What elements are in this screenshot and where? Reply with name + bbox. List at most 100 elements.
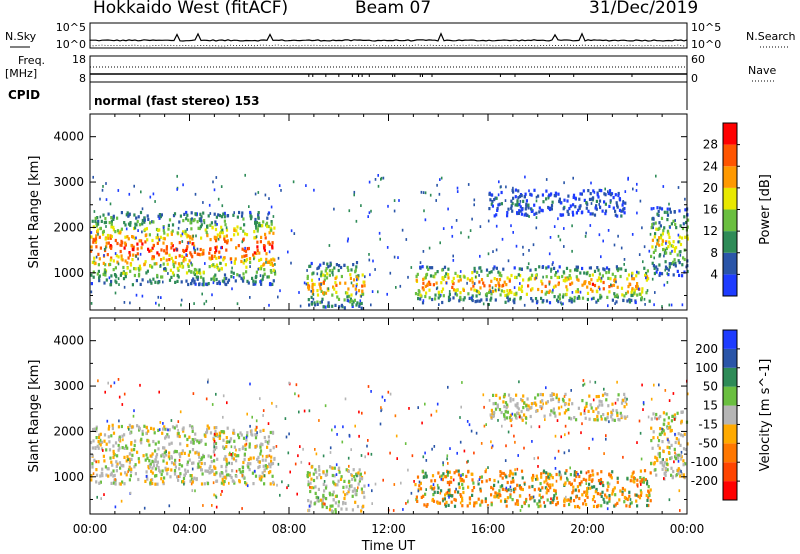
- noise-cell: [254, 469, 256, 473]
- noise-cell: [356, 474, 358, 478]
- data-cell: [555, 271, 558, 275]
- data-cell: [552, 285, 556, 289]
- data-cell: [92, 270, 95, 274]
- data-cell: [471, 271, 474, 275]
- y-tick-label: 1000: [53, 266, 84, 280]
- data-cell: [426, 265, 429, 269]
- noise-cell: [459, 501, 462, 505]
- noise-cell: [372, 259, 374, 263]
- noise-cell: [603, 387, 605, 391]
- data-cell: [650, 417, 653, 421]
- data-cell: [684, 447, 687, 452]
- data-cell: [223, 215, 226, 219]
- data-cell: [582, 502, 585, 506]
- data-cell: [165, 453, 168, 457]
- data-cell: [529, 497, 532, 501]
- data-cell: [497, 281, 500, 285]
- noise-cell: [483, 424, 486, 428]
- noise-cell: [118, 419, 120, 423]
- data-cell: [521, 399, 524, 403]
- noise-cell: [556, 419, 559, 422]
- data-cell: [119, 231, 122, 235]
- noise-cell: [448, 483, 451, 487]
- data-cell: [189, 221, 192, 225]
- data-cell: [331, 466, 334, 470]
- data-cell: [519, 296, 522, 300]
- data-cell: [614, 275, 617, 279]
- radar-title: Hokkaido West (fitACF): [93, 0, 289, 18]
- data-cell: [536, 477, 539, 481]
- x-tick-label: 08:00: [272, 522, 307, 536]
- data-cell: [188, 259, 191, 263]
- noise-cell: [194, 248, 196, 252]
- noise-cell: [668, 399, 671, 402]
- data-cell: [639, 476, 642, 480]
- data-cell: [143, 218, 146, 222]
- noise-cell: [404, 442, 407, 445]
- data-cell: [501, 484, 504, 488]
- data-cell: [594, 206, 597, 210]
- data-cell: [264, 458, 267, 462]
- data-cell: [263, 268, 266, 272]
- data-cell: [263, 435, 266, 440]
- noise-cell: [324, 404, 327, 408]
- data-cell: [173, 248, 176, 252]
- noise-cell: [554, 467, 557, 470]
- data-cell: [616, 480, 619, 484]
- data-cell: [492, 410, 495, 415]
- data-cell: [502, 471, 505, 476]
- data-cell: [510, 290, 513, 295]
- data-cell: [114, 230, 117, 234]
- data-cell: [564, 471, 567, 475]
- noise-cell: [317, 496, 320, 500]
- noise-cell: [358, 410, 360, 414]
- data-cell: [220, 215, 223, 219]
- data-cell: [613, 292, 616, 296]
- data-cell: [472, 284, 475, 288]
- data-cell: [571, 491, 574, 495]
- data-cell: [308, 508, 311, 512]
- data-cell: [530, 209, 533, 213]
- data-cell: [245, 265, 248, 269]
- data-cell: [608, 494, 611, 498]
- data-cell: [437, 486, 440, 490]
- data-cell: [115, 464, 118, 468]
- noise-cell: [439, 491, 442, 495]
- data-cell: [243, 254, 246, 258]
- data-cell: [90, 245, 93, 249]
- data-cell: [665, 246, 668, 251]
- noise-cell: [585, 231, 587, 235]
- data-cell: [512, 398, 515, 402]
- data-cell: [320, 289, 323, 293]
- data-cell: [440, 474, 443, 478]
- noise-cell: [160, 296, 162, 299]
- data-cell: [499, 474, 502, 478]
- noise-cell: [277, 295, 279, 299]
- data-cell: [207, 454, 210, 458]
- data-cell: [208, 471, 211, 475]
- data-cell: [351, 494, 354, 498]
- data-cell: [566, 498, 569, 502]
- data-cell: [157, 466, 160, 470]
- data-cell: [238, 468, 241, 472]
- data-cell: [504, 401, 508, 405]
- data-cell: [215, 245, 218, 249]
- data-cell: [318, 473, 321, 477]
- data-cell: [261, 471, 264, 475]
- data-cell: [557, 295, 560, 299]
- data-cell: [427, 267, 430, 271]
- noise-cell: [528, 189, 530, 193]
- data-cell: [102, 232, 105, 236]
- data-cell: [607, 484, 610, 488]
- data-cell: [585, 401, 588, 405]
- data-cell: [503, 405, 506, 409]
- noise-cell: [389, 271, 392, 275]
- data-cell: [254, 474, 258, 478]
- noise-cell: [357, 486, 359, 490]
- data-cell: [122, 277, 126, 281]
- data-cell: [681, 226, 685, 231]
- data-cell: [679, 468, 682, 472]
- noise-cell: [95, 427, 98, 431]
- data-cell: [351, 304, 354, 308]
- freq-panel-frame: [89, 55, 688, 83]
